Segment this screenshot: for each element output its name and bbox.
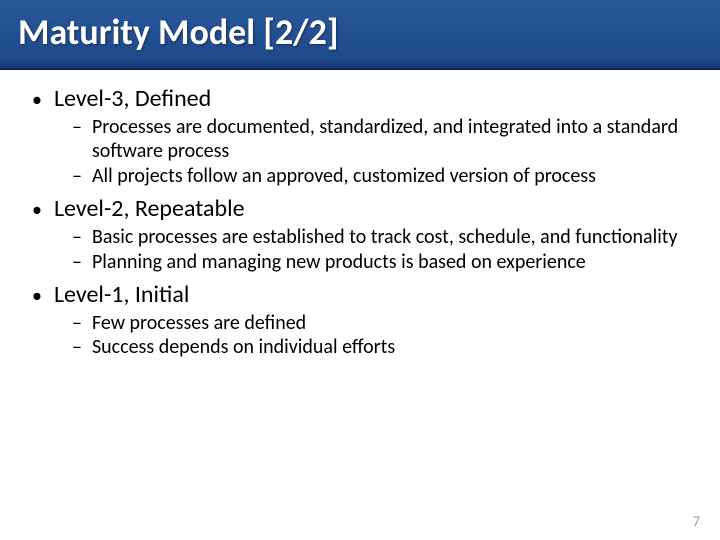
sub-text: Planning and managing new products is ba…	[92, 250, 586, 274]
sub-list: – Processes are documented, standardized…	[72, 115, 692, 188]
sub-list: – Basic processes are established to tra…	[72, 225, 692, 274]
sub-list: – Few processes are defined – Success de…	[72, 311, 692, 360]
sub-list-item: – All projects follow an approved, custo…	[72, 164, 692, 188]
sub-text: Few processes are defined	[92, 311, 306, 335]
dash-icon: –	[72, 250, 82, 274]
sub-list-item: – Planning and managing new products is …	[72, 250, 692, 274]
dash-icon: –	[72, 311, 82, 335]
slide-title: Maturity Model [2/2]	[18, 10, 702, 54]
bullet-icon: •	[32, 90, 42, 110]
level-heading: Level-1, Initial	[54, 280, 189, 309]
sub-text: Success depends on individual efforts	[92, 335, 395, 359]
dash-icon: –	[72, 164, 82, 188]
level-heading: Level-2, Repeatable	[54, 194, 245, 223]
level-heading: Level-3, Defined	[54, 84, 211, 113]
sub-list-item: – Few processes are defined	[72, 311, 692, 335]
list-item: • Level-1, Initial – Few processes are d…	[28, 280, 692, 360]
header-band: Maturity Model [2/2]	[0, 0, 720, 70]
list-item: • Level-2, Repeatable – Basic processes …	[28, 194, 692, 274]
bullet-icon: •	[32, 286, 42, 306]
sub-text: All projects follow an approved, customi…	[92, 164, 596, 188]
sub-list-item: – Basic processes are established to tra…	[72, 225, 692, 249]
dash-icon: –	[72, 335, 82, 359]
bullet-icon: •	[32, 200, 42, 220]
sub-list-item: – Processes are documented, standardized…	[72, 115, 692, 164]
list-item: • Level-3, Defined – Processes are docum…	[28, 84, 692, 188]
bullet-list: • Level-3, Defined – Processes are docum…	[28, 84, 692, 360]
sub-list-item: – Success depends on individual efforts	[72, 335, 692, 359]
sub-text: Basic processes are established to track…	[92, 225, 678, 249]
dash-icon: –	[72, 115, 82, 139]
sub-text: Processes are documented, standardized, …	[92, 115, 692, 164]
slide: Maturity Model [2/2] • Level-3, Defined …	[0, 0, 720, 540]
slide-body: • Level-3, Defined – Processes are docum…	[0, 70, 720, 360]
dash-icon: –	[72, 225, 82, 249]
page-number: 7	[693, 513, 700, 530]
